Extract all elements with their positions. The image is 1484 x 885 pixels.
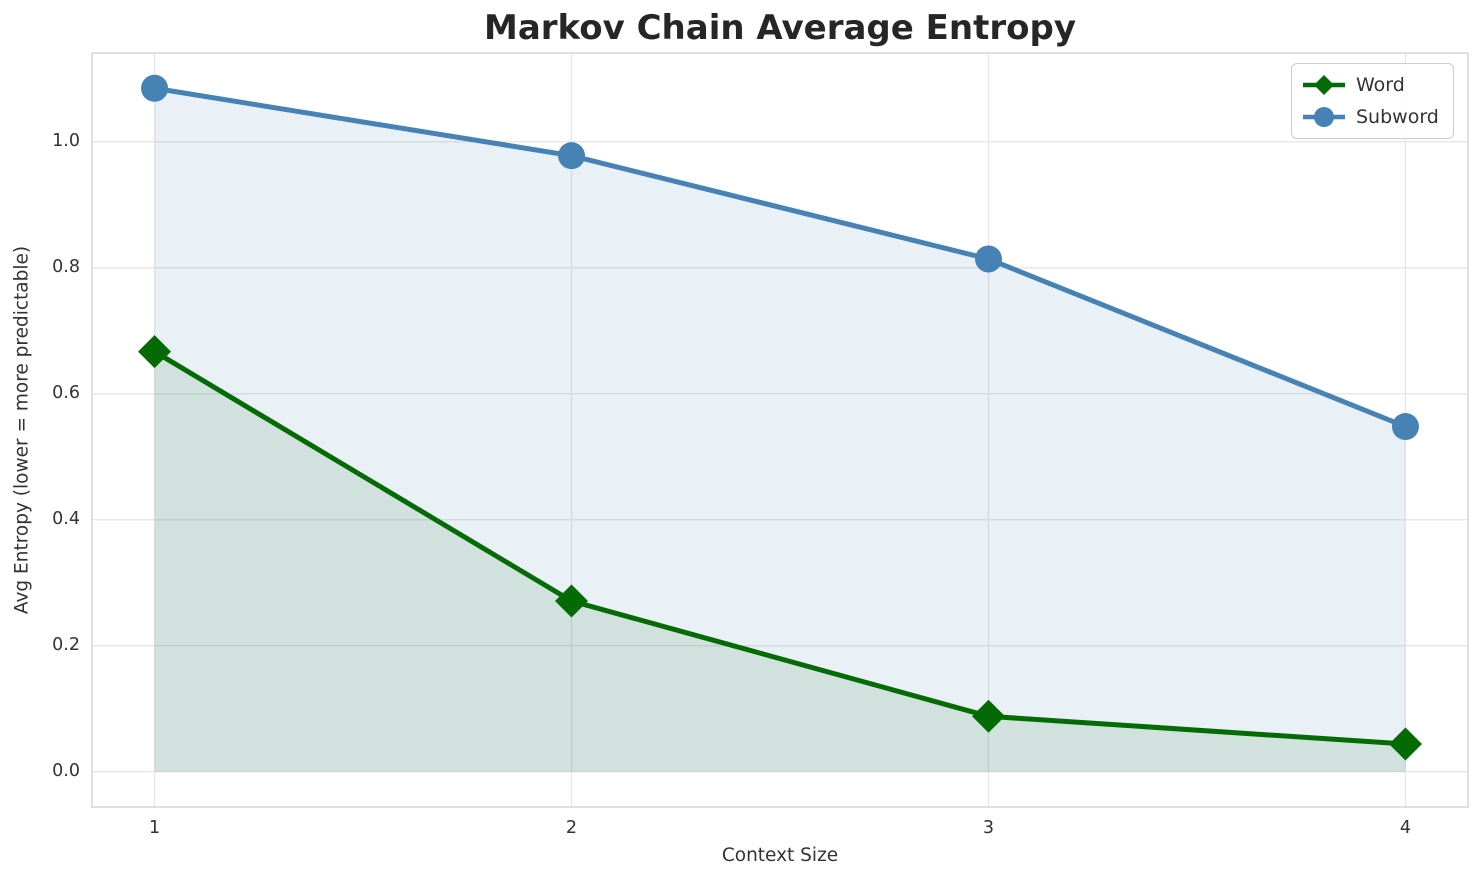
area-fill-subword	[154, 88, 1406, 772]
x-tick-label: 2	[565, 818, 578, 838]
marker-word	[138, 335, 172, 369]
axes-spines	[91, 52, 1469, 808]
marker-subword	[141, 74, 169, 102]
y-tick-label: 0.0	[52, 760, 80, 781]
word-diamond-icon	[1303, 75, 1345, 95]
legend-item-word: Word	[1302, 71, 1439, 99]
x-tick-label: 1	[148, 818, 161, 838]
y-tick-label: 0.8	[52, 256, 80, 277]
y-tick-label: 0.2	[52, 634, 80, 655]
marker-subword	[974, 245, 1002, 273]
line-subword	[152, 85, 1408, 430]
y-tick-label: 0.4	[52, 508, 80, 529]
legend-label-subword: Subword	[1356, 106, 1439, 128]
x-tick-label: 4	[1399, 818, 1412, 838]
y-tick-label: 1.0	[52, 130, 80, 151]
y-tick-label: 0.6	[52, 382, 80, 403]
legend-item-subword: Subword	[1302, 103, 1439, 131]
marker-subword	[558, 142, 586, 170]
marker-word	[555, 584, 589, 618]
marker-word	[971, 699, 1005, 733]
legend-label-word: Word	[1356, 74, 1405, 96]
marker-word	[1388, 727, 1422, 761]
marker-subword	[1391, 413, 1419, 441]
chart-title: Markov Chain Average Entropy	[484, 8, 1076, 48]
x-tick-label: 3	[982, 818, 995, 838]
legend: Word Subword	[1291, 63, 1454, 139]
area-fill-word	[154, 351, 1406, 772]
x-axis-label: Context Size	[721, 845, 839, 866]
subword-circle-icon	[1303, 107, 1345, 127]
y-axis-label: Avg Entropy (lower = more predictable)	[11, 245, 33, 615]
line-word	[152, 349, 1408, 747]
